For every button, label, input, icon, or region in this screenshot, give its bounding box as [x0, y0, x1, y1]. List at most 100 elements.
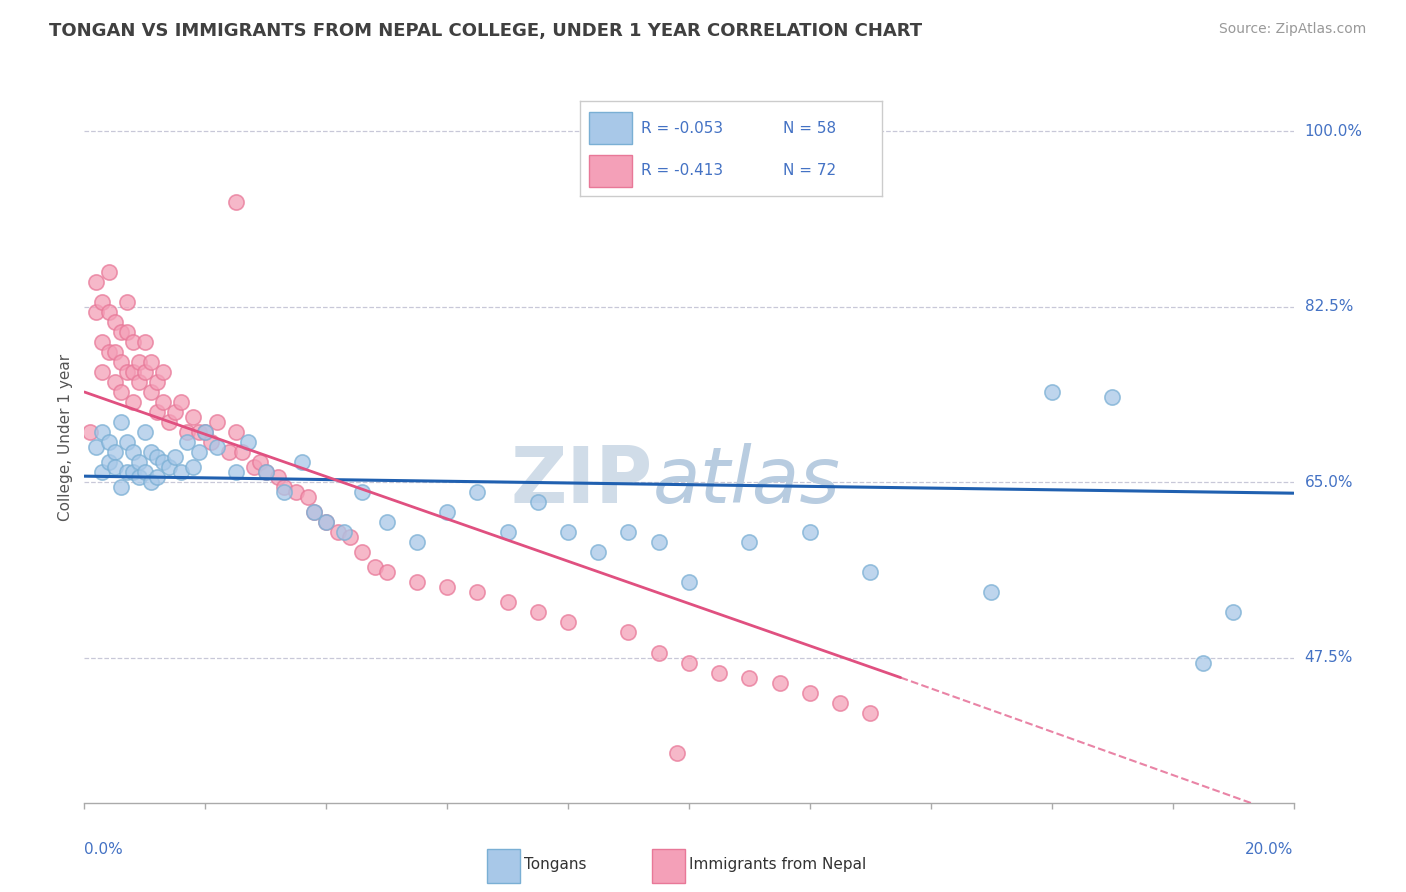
Point [859, 706, 882, 720]
Point [285, 485, 308, 500]
Text: 0.0%: 0.0% [84, 842, 124, 856]
Point [709, 665, 731, 680]
Point [128, 355, 150, 369]
Point [315, 515, 337, 529]
Point [121, 465, 143, 479]
Point [115, 325, 138, 339]
Point [115, 435, 138, 450]
Y-axis label: College, Under 1 year: College, Under 1 year [58, 353, 73, 521]
Point [830, 696, 852, 710]
Point [110, 355, 132, 369]
Point [104, 315, 127, 329]
Point [769, 675, 792, 690]
Point [352, 545, 374, 559]
Point [139, 355, 162, 369]
Point [139, 475, 162, 490]
Point [273, 480, 295, 494]
Point [104, 445, 127, 459]
Point [91, 294, 114, 309]
Point [165, 450, 187, 464]
Point [121, 334, 143, 349]
Point [496, 525, 519, 540]
Point [152, 365, 174, 379]
Point [1222, 606, 1244, 620]
Point [79, 425, 101, 439]
Point [146, 450, 169, 464]
Point [86, 440, 108, 454]
Point [225, 465, 247, 479]
Point [146, 375, 169, 389]
Point [110, 480, 132, 494]
Point [121, 395, 143, 409]
Point [134, 365, 156, 379]
Point [527, 606, 550, 620]
Point [97, 455, 120, 469]
Point [176, 435, 198, 450]
Point [170, 395, 193, 409]
Point [146, 405, 169, 419]
Point [467, 485, 489, 500]
Point [128, 455, 150, 469]
Point [406, 575, 429, 590]
Point [496, 595, 519, 609]
Point [104, 375, 127, 389]
Point [86, 305, 108, 319]
Point [254, 465, 277, 479]
Text: 20.0%: 20.0% [1246, 842, 1294, 856]
Text: TONGAN VS IMMIGRANTS FROM NEPAL COLLEGE, UNDER 1 YEAR CORRELATION CHART: TONGAN VS IMMIGRANTS FROM NEPAL COLLEGE,… [49, 22, 922, 40]
Point [339, 530, 361, 544]
Point [738, 535, 761, 549]
Point [157, 460, 180, 475]
Point [648, 646, 671, 660]
Text: ZIP: ZIP [510, 443, 652, 519]
Text: 100.0%: 100.0% [1305, 124, 1362, 139]
Point [218, 445, 240, 459]
Point [152, 395, 174, 409]
Point [363, 560, 385, 574]
Point [134, 334, 156, 349]
Point [249, 455, 271, 469]
Text: atlas: atlas [652, 443, 841, 519]
Point [200, 435, 222, 450]
Point [165, 405, 187, 419]
Point [188, 445, 211, 459]
Point [225, 425, 247, 439]
Point [146, 470, 169, 484]
Point [86, 275, 108, 289]
Point [678, 575, 700, 590]
Point [188, 425, 211, 439]
Point [273, 485, 295, 500]
Point [1040, 384, 1063, 399]
Point [297, 490, 319, 504]
Point [152, 455, 174, 469]
Point [104, 345, 127, 359]
Point [375, 515, 398, 529]
Point [194, 425, 217, 439]
Point [181, 460, 204, 475]
Point [267, 470, 290, 484]
Point [648, 535, 671, 549]
Point [980, 585, 1002, 599]
Point [738, 671, 761, 685]
Point [333, 525, 356, 540]
Point [1192, 656, 1215, 670]
Point [557, 615, 579, 630]
Point [617, 525, 640, 540]
Point [91, 365, 114, 379]
Point [110, 384, 132, 399]
Point [678, 656, 700, 670]
Point [121, 445, 143, 459]
Point [91, 334, 114, 349]
Point [588, 545, 610, 559]
Point [527, 495, 550, 509]
Point [665, 746, 688, 760]
Point [91, 425, 114, 439]
Point [436, 505, 458, 519]
Point [799, 685, 821, 699]
Point [157, 415, 180, 429]
Text: 47.5%: 47.5% [1305, 650, 1353, 665]
Point [134, 465, 156, 479]
Point [302, 505, 325, 519]
Point [121, 365, 143, 379]
Point [115, 365, 138, 379]
